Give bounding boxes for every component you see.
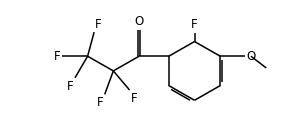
Text: F: F [191,18,198,31]
Text: F: F [97,96,104,109]
Text: O: O [247,50,256,63]
Text: F: F [130,92,137,105]
Text: F: F [95,18,102,31]
Text: O: O [134,15,144,28]
Text: F: F [67,80,74,93]
Text: F: F [54,50,60,63]
